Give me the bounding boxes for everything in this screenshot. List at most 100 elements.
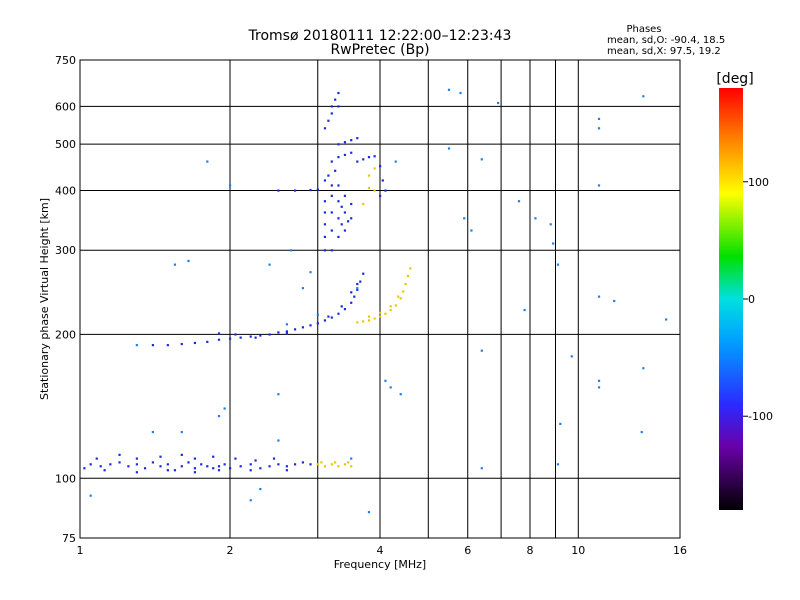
colorbar-tick-label: -100 (748, 410, 773, 423)
data-point (350, 151, 353, 154)
data-point (89, 463, 92, 466)
data-point (559, 422, 562, 426)
data-point (289, 249, 293, 252)
data-point (480, 467, 483, 470)
data-point (309, 463, 312, 466)
data-point (259, 487, 262, 491)
data-point (193, 457, 197, 460)
data-point (597, 184, 601, 187)
y-tick-label: 750 (55, 54, 76, 67)
data-point (285, 332, 288, 335)
data-point (268, 263, 271, 266)
data-point (285, 469, 288, 472)
data-point (480, 349, 483, 352)
data-point (212, 455, 215, 458)
data-point (337, 105, 340, 108)
data-point (337, 143, 340, 146)
data-point (337, 235, 340, 239)
data-point (394, 160, 397, 163)
data-point (135, 344, 138, 347)
data-point (316, 322, 319, 325)
data-point (206, 160, 209, 163)
x-tick-label: 16 (673, 544, 687, 557)
data-point (397, 295, 400, 298)
data-point (330, 105, 333, 108)
data-point (340, 205, 343, 208)
data-point (323, 179, 327, 182)
data-point (166, 463, 169, 466)
data-point (549, 223, 552, 226)
data-point (327, 315, 330, 318)
data-point (118, 461, 121, 464)
data-point (309, 188, 312, 192)
data-point (173, 263, 177, 266)
data-point (337, 200, 340, 203)
data-point (642, 367, 645, 370)
data-point (362, 320, 365, 323)
data-point (166, 344, 169, 347)
data-point (277, 393, 280, 396)
data-point (293, 463, 297, 466)
data-point (640, 430, 643, 434)
data-point (343, 229, 347, 232)
data-point (330, 463, 333, 466)
phases-x-line: mean, sd,X: 97.5, 19.2 (607, 46, 721, 57)
data-point (272, 457, 276, 460)
data-point (447, 88, 451, 91)
data-point (103, 469, 106, 472)
data-point (277, 331, 280, 334)
data-point (362, 158, 365, 161)
data-point (229, 337, 232, 340)
data-point (259, 334, 262, 337)
data-point (343, 211, 347, 214)
data-point (379, 165, 382, 168)
x-tick-label: 6 (464, 544, 471, 557)
data-point (343, 153, 347, 157)
data-point (330, 249, 333, 252)
y-tick-label: 500 (55, 138, 76, 151)
data-point (356, 288, 359, 291)
data-point (350, 291, 353, 294)
data-point (206, 465, 209, 468)
data-point (379, 315, 382, 318)
data-point (217, 465, 221, 468)
data-point (389, 386, 392, 389)
data-point (353, 295, 356, 298)
data-point (239, 336, 242, 339)
data-point (320, 461, 323, 464)
data-point (556, 463, 560, 466)
data-point (459, 91, 462, 95)
data-point (249, 499, 252, 502)
data-point (234, 457, 237, 460)
y-tick-label: 300 (55, 244, 76, 257)
data-point (330, 184, 333, 187)
data-point (135, 463, 138, 466)
data-point (367, 174, 371, 177)
data-point (350, 465, 353, 468)
data-point (337, 217, 340, 220)
data-point (309, 271, 312, 274)
data-point (301, 461, 305, 464)
data-point (340, 223, 343, 226)
data-point (373, 317, 376, 320)
colorbar-tick-label: 0 (748, 293, 755, 306)
x-axis-label: Frequency [MHz] (334, 558, 426, 571)
data-point (356, 160, 359, 163)
data-point (642, 95, 645, 98)
data-point (570, 355, 573, 358)
data-point (217, 414, 221, 418)
data-point (470, 229, 473, 232)
data-point (552, 242, 555, 245)
data-point (249, 335, 252, 338)
data-point (496, 101, 500, 105)
data-point (373, 189, 376, 192)
data-point (187, 259, 190, 263)
data-points (83, 88, 668, 514)
data-point (223, 463, 226, 466)
data-point (293, 328, 297, 331)
x-tick-label: 1 (77, 544, 84, 557)
data-point (463, 217, 466, 220)
data-point (193, 467, 197, 470)
phases-o-line: mean, sd,O: -90.4, 18.5 (607, 35, 725, 46)
